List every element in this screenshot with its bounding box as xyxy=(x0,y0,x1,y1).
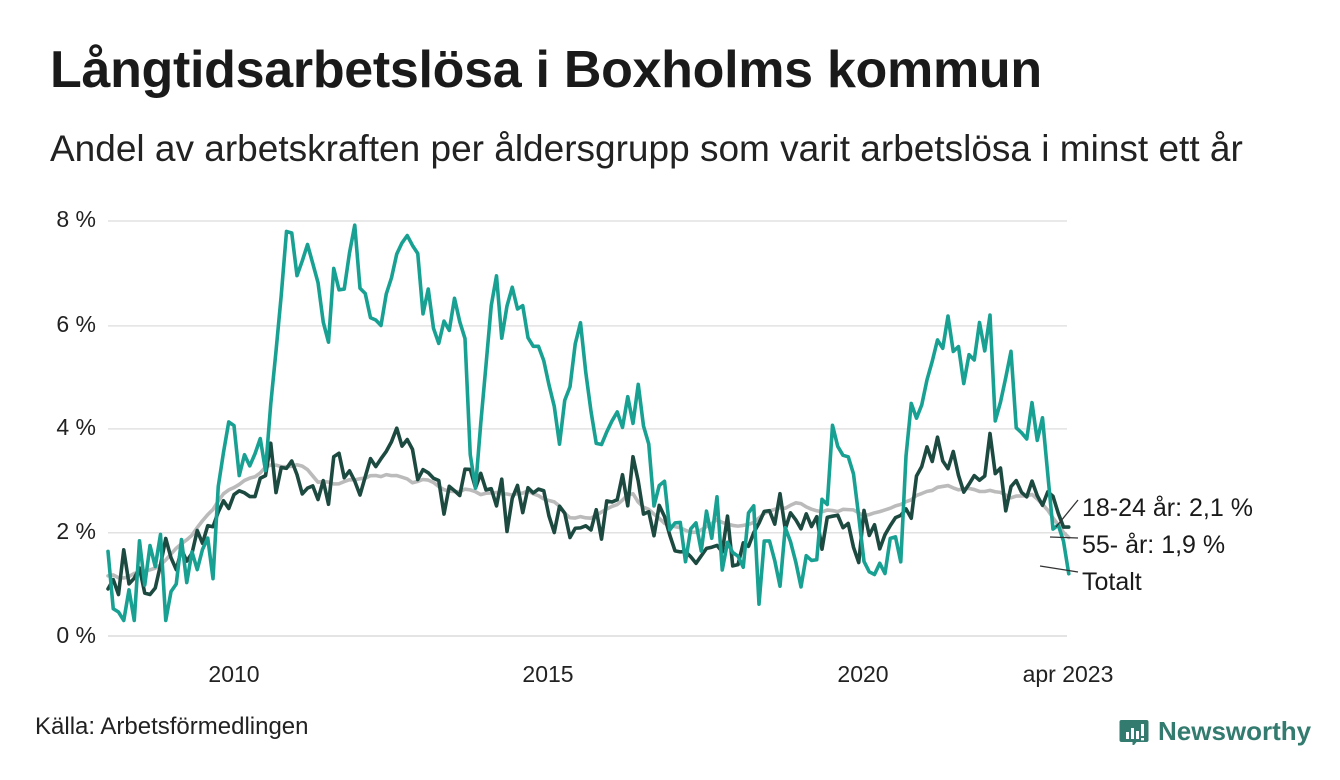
svg-text:2 %: 2 % xyxy=(56,518,96,544)
svg-text:4 %: 4 % xyxy=(56,414,96,440)
svg-text:18-24 år: 2,1 %: 18-24 år: 2,1 % xyxy=(1082,494,1253,522)
svg-text:0 %: 0 % xyxy=(56,622,96,648)
svg-text:2015: 2015 xyxy=(522,661,573,687)
svg-text:55- år: 1,9 %: 55- år: 1,9 % xyxy=(1082,531,1225,559)
svg-text:2010: 2010 xyxy=(208,661,259,687)
svg-text:8 %: 8 % xyxy=(56,206,96,232)
svg-text:2020: 2020 xyxy=(837,661,888,687)
svg-text:6 %: 6 % xyxy=(56,311,96,337)
svg-text:Totalt: Totalt xyxy=(1082,568,1142,596)
svg-text:apr 2023: apr 2023 xyxy=(1023,661,1114,687)
